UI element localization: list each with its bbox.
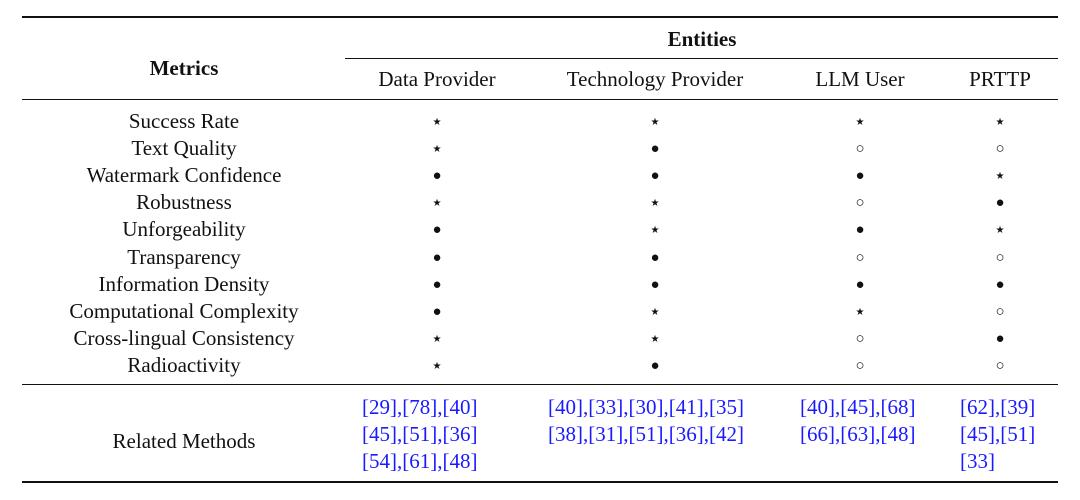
rating-symbol: ●	[855, 222, 865, 239]
rating-symbol: ●	[855, 276, 865, 293]
rating-symbol: ⋆	[993, 111, 1007, 133]
metric-name: Watermark Confidence	[86, 163, 282, 188]
rating-symbol: ○	[855, 195, 865, 212]
body-rule	[22, 384, 1058, 385]
metric-name: Text Quality	[131, 136, 237, 161]
related-label: Related Methods	[112, 429, 256, 453]
rating-symbol: ○	[995, 303, 1005, 320]
metrics-header: Metrics	[149, 56, 219, 80]
rating-symbol: ○	[855, 141, 865, 158]
top-rule	[22, 16, 1058, 18]
metric-name: Information Density	[98, 271, 270, 296]
rating-symbol: ●	[855, 168, 865, 185]
citation-line: [54],[61],[48]	[362, 449, 478, 473]
citation-line: [40],[45],[68]	[800, 395, 916, 419]
rating-symbol: ⋆	[648, 192, 662, 215]
rating-symbol: ⋆	[430, 111, 444, 133]
metric-name: Cross-lingual Consistency	[73, 325, 295, 350]
rating-symbol: ●	[650, 276, 660, 293]
rating-symbol: ○	[995, 357, 1005, 374]
rating-symbol: ⋆	[648, 327, 662, 350]
rating-symbol: ⋆	[853, 111, 867, 133]
rating-symbol: ●	[432, 249, 442, 266]
citation-line: [29],[78],[40]	[362, 395, 478, 419]
rating-symbol: ●	[650, 141, 660, 158]
rating-symbol: ●	[432, 276, 442, 293]
rating-symbol: ●	[432, 222, 442, 239]
rating-symbol: ●	[650, 249, 660, 266]
metric-name: Computational Complexity	[69, 298, 299, 323]
metric-name: Robustness	[136, 190, 232, 215]
citation-line: [38],[31],[51],[36],[42]	[548, 422, 744, 446]
rating-symbol: ○	[855, 330, 865, 347]
rating-symbol: ⋆	[993, 165, 1007, 188]
rating-symbol: ●	[995, 330, 1005, 347]
rating-symbol: ⋆	[430, 192, 444, 215]
citation-line: [45],[51],[36]	[362, 422, 478, 446]
citation-line: [45],[51]	[960, 422, 1036, 446]
rating-symbol: ⋆	[430, 327, 444, 350]
column-header: LLM User	[815, 67, 905, 91]
rating-symbol: ●	[995, 195, 1005, 212]
rating-symbol: ○	[855, 357, 865, 374]
citation-line: [33]	[960, 449, 995, 473]
header-rule	[22, 99, 1058, 100]
rating-symbol: ○	[995, 141, 1005, 158]
rating-symbol: ●	[650, 168, 660, 185]
rating-symbol: ⋆	[430, 354, 444, 377]
rating-symbol: ⋆	[993, 219, 1007, 242]
rating-symbol: ●	[995, 276, 1005, 293]
rating-symbol: ⋆	[648, 300, 662, 323]
metric-name: Transparency	[127, 244, 241, 269]
citation-line: [66],[63],[48]	[800, 422, 916, 446]
bottom-rule	[22, 481, 1058, 483]
rating-symbol: ●	[432, 168, 442, 185]
group-header: Entities	[667, 27, 737, 51]
citation-line: [62],[39]	[960, 395, 1036, 419]
metric-name: Success Rate	[128, 109, 240, 133]
metric-name: Unforgeability	[122, 217, 246, 242]
column-header: Technology Provider	[566, 67, 744, 91]
rating-symbol: ○	[995, 249, 1005, 266]
rating-symbol: ●	[650, 357, 660, 374]
rating-symbol: ⋆	[853, 300, 867, 323]
rating-symbol: ⋆	[648, 111, 662, 133]
rating-symbol: ⋆	[648, 219, 662, 242]
citation-line: [40],[33],[30],[41],[35]	[548, 395, 744, 419]
rating-symbol: ○	[855, 249, 865, 266]
metric-name: Radioactivity	[127, 352, 241, 377]
rating-symbol: ●	[432, 303, 442, 320]
column-header: Data Provider	[378, 67, 496, 91]
column-header: PRTTP	[969, 67, 1031, 91]
group-rule	[345, 58, 1058, 59]
rating-symbol: ⋆	[430, 138, 444, 161]
